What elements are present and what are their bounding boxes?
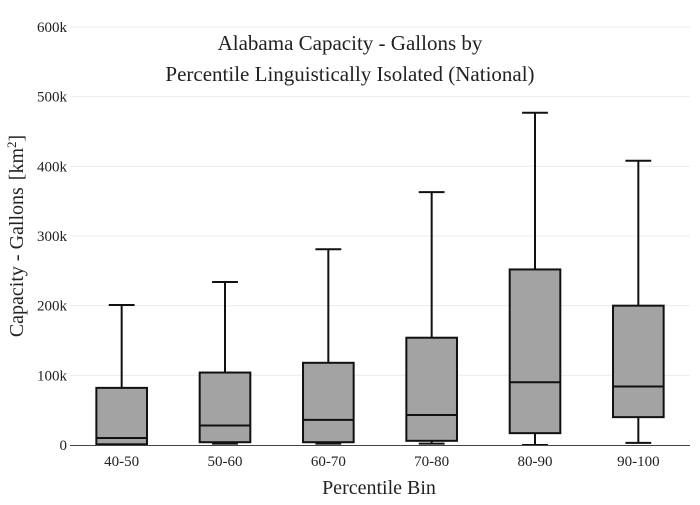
x-axis-title: Percentile Bin — [322, 477, 436, 499]
iqr-box — [508, 268, 562, 435]
x-tick-label: 40-50 — [104, 454, 139, 470]
boxes — [95, 111, 665, 446]
box-40-50 — [95, 303, 148, 446]
chart-title-line-2: Percentile Linguistically Isolated (Nati… — [165, 62, 534, 86]
y-tick-label: 300k — [37, 229, 68, 245]
y-tick-label: 400k — [37, 159, 68, 175]
iqr-box — [302, 361, 355, 444]
x-tick-label: 70-80 — [414, 454, 449, 470]
box-90-100 — [612, 159, 665, 444]
x-tick-labels: 40-50 50-60 60-70 70-80 80-90 90-100 — [104, 454, 659, 470]
y-axis-unit-open: [km — [6, 148, 28, 181]
y-tick-label: 600k — [37, 20, 68, 36]
y-tick-label: 500k — [37, 90, 68, 106]
box-80-90 — [508, 111, 562, 446]
iqr-box — [198, 371, 252, 444]
chart-title-line-1: Alabama Capacity - Gallons by — [218, 31, 483, 55]
y-axis-title-text: Capacity - Gallons — [6, 187, 28, 337]
y-tick-labels: 0 100k 200k 300k 400k 500k 600k — [37, 20, 68, 454]
box-70-80 — [405, 191, 458, 445]
box-50-60 — [198, 280, 252, 445]
iqr-box — [405, 336, 458, 442]
box-60-70 — [302, 248, 355, 445]
iqr-box — [612, 304, 665, 419]
x-tick-label: 60-70 — [311, 454, 346, 470]
y-tick-label: 100k — [37, 368, 68, 384]
y-tick-label: 200k — [37, 299, 68, 315]
y-axis-unit-superscript: 2 — [4, 141, 19, 148]
y-axis-unit-close: ] — [6, 135, 28, 142]
iqr-box — [95, 386, 148, 446]
x-tick-label: 50-60 — [208, 454, 243, 470]
y-tick-label: 0 — [60, 438, 68, 454]
gridlines — [70, 26, 690, 376]
x-tick-label: 90-100 — [617, 454, 660, 470]
y-axis-title: Capacity - Gallons [km2] — [4, 135, 28, 337]
x-tick-label: 80-90 — [518, 454, 553, 470]
